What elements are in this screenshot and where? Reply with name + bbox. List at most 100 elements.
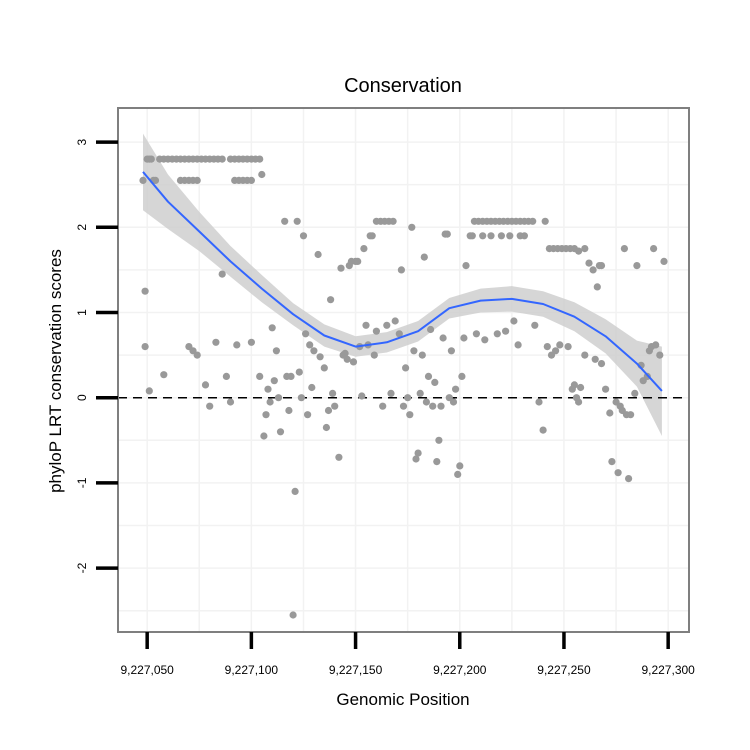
data-point <box>372 327 380 335</box>
data-point <box>145 387 153 395</box>
data-point <box>206 402 214 410</box>
data-point <box>564 343 572 351</box>
data-point <box>454 470 462 478</box>
x-tick-label: 9,227,050 <box>120 663 174 677</box>
data-point <box>650 245 658 253</box>
data-point <box>414 449 422 457</box>
data-point <box>329 389 337 397</box>
data-point <box>449 398 458 406</box>
data-point <box>218 155 226 163</box>
data-point <box>406 411 414 419</box>
data-point <box>625 475 633 483</box>
data-point <box>510 317 518 325</box>
data-point <box>314 250 322 259</box>
data-point <box>631 389 639 397</box>
data-point <box>247 338 255 346</box>
data-point <box>368 232 376 240</box>
data-point <box>274 394 283 402</box>
data-point <box>431 378 439 386</box>
data-point <box>597 360 606 368</box>
x-tick-label: 9,227,250 <box>537 663 591 677</box>
data-point <box>520 232 529 240</box>
data-point <box>591 355 599 363</box>
data-point <box>260 432 268 440</box>
confidence-band <box>143 133 662 436</box>
data-point <box>289 611 297 619</box>
data-point <box>412 455 420 463</box>
data-point <box>433 458 441 466</box>
data-point <box>266 398 274 406</box>
data-point <box>379 402 387 410</box>
data-point <box>256 372 264 380</box>
data-point <box>468 232 476 240</box>
x-tick-label: 9,227,150 <box>329 663 383 677</box>
y-tick-label: 0 <box>75 394 89 401</box>
data-point <box>506 232 514 240</box>
data-point <box>276 428 285 436</box>
data-point <box>285 406 293 415</box>
data-point <box>389 217 397 225</box>
data-point <box>212 338 220 346</box>
data-point <box>652 341 660 349</box>
data-point <box>589 266 597 274</box>
data-point <box>416 389 424 397</box>
data-point <box>437 402 445 410</box>
data-point <box>201 381 210 389</box>
data-point <box>627 411 635 419</box>
data-point <box>435 436 443 444</box>
data-point <box>293 217 301 225</box>
x-axis: 9,227,050 9,227,100 9,227,150 9,227,200 9,22… <box>120 632 695 677</box>
y-tick-label: -2 <box>75 562 89 573</box>
data-point <box>362 321 370 329</box>
data-point <box>268 324 276 332</box>
data-point <box>320 364 328 372</box>
data-point <box>264 385 272 393</box>
data-point <box>160 371 168 379</box>
data-point <box>422 398 430 406</box>
data-point <box>577 383 585 392</box>
data-point <box>620 245 629 253</box>
data-point <box>575 398 583 406</box>
data-point <box>354 257 362 265</box>
data-points <box>139 155 668 619</box>
data-point <box>262 411 270 419</box>
data-point <box>531 321 539 329</box>
data-point <box>660 257 668 265</box>
data-point <box>608 458 616 466</box>
smooth-line <box>142 171 663 392</box>
data-point <box>324 406 333 415</box>
data-point <box>456 462 464 470</box>
data-point <box>462 262 470 270</box>
data-point <box>460 334 468 342</box>
data-point <box>256 155 264 163</box>
data-point <box>535 398 543 406</box>
y-tick-label: 2 <box>75 224 89 231</box>
data-point <box>581 351 589 359</box>
data-point <box>226 398 235 406</box>
data-point <box>447 347 455 355</box>
data-point <box>552 347 560 355</box>
x-tick-label: 9,227,200 <box>433 663 487 677</box>
data-point <box>543 343 551 351</box>
data-point <box>541 217 549 225</box>
data-point <box>614 469 622 477</box>
data-point <box>427 325 435 334</box>
data-point <box>439 334 447 342</box>
data-point <box>443 230 451 238</box>
data-point <box>479 232 487 240</box>
data-point <box>502 327 510 335</box>
data-point <box>656 351 664 359</box>
x-axis-label: Genomic Position <box>336 690 469 709</box>
data-point <box>139 176 147 184</box>
data-point <box>193 351 201 359</box>
smooth-curve <box>142 171 663 392</box>
data-point <box>424 372 433 380</box>
data-point <box>272 347 280 355</box>
data-point <box>147 155 155 163</box>
data-point <box>472 330 480 338</box>
data-point <box>358 392 366 400</box>
data-point <box>575 247 583 255</box>
data-point <box>633 262 641 270</box>
data-point <box>481 336 489 344</box>
